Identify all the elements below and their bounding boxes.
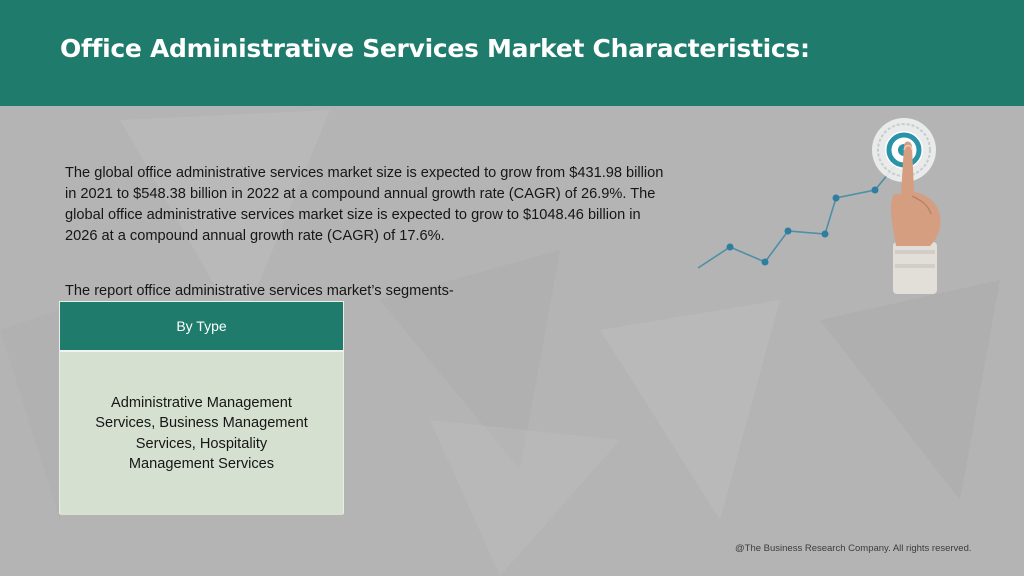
growth-points-icon (726, 186, 879, 266)
intro-paragraph: The global office administrative service… (65, 165, 664, 244)
copyright-footer: @The Business Research Company. All righ… (735, 543, 972, 554)
segment-table: By Type Administrative Management Servic… (59, 301, 344, 515)
page-title: Office Administrative Services Market Ch… (60, 34, 810, 63)
segment-types-text: Administrative Management Services, Busi… (95, 394, 308, 473)
growth-chart-illustration (697, 118, 941, 294)
segment-table-body: Administrative Management Services, Busi… (60, 352, 343, 515)
title-bar: Office Administrative Services Market Ch… (0, 0, 1024, 106)
growth-line-icon (697, 161, 899, 269)
segment-table-header: By Type (60, 302, 343, 352)
segments-label: The report office administrative service… (65, 283, 454, 299)
pointing-hand-icon (890, 141, 941, 294)
